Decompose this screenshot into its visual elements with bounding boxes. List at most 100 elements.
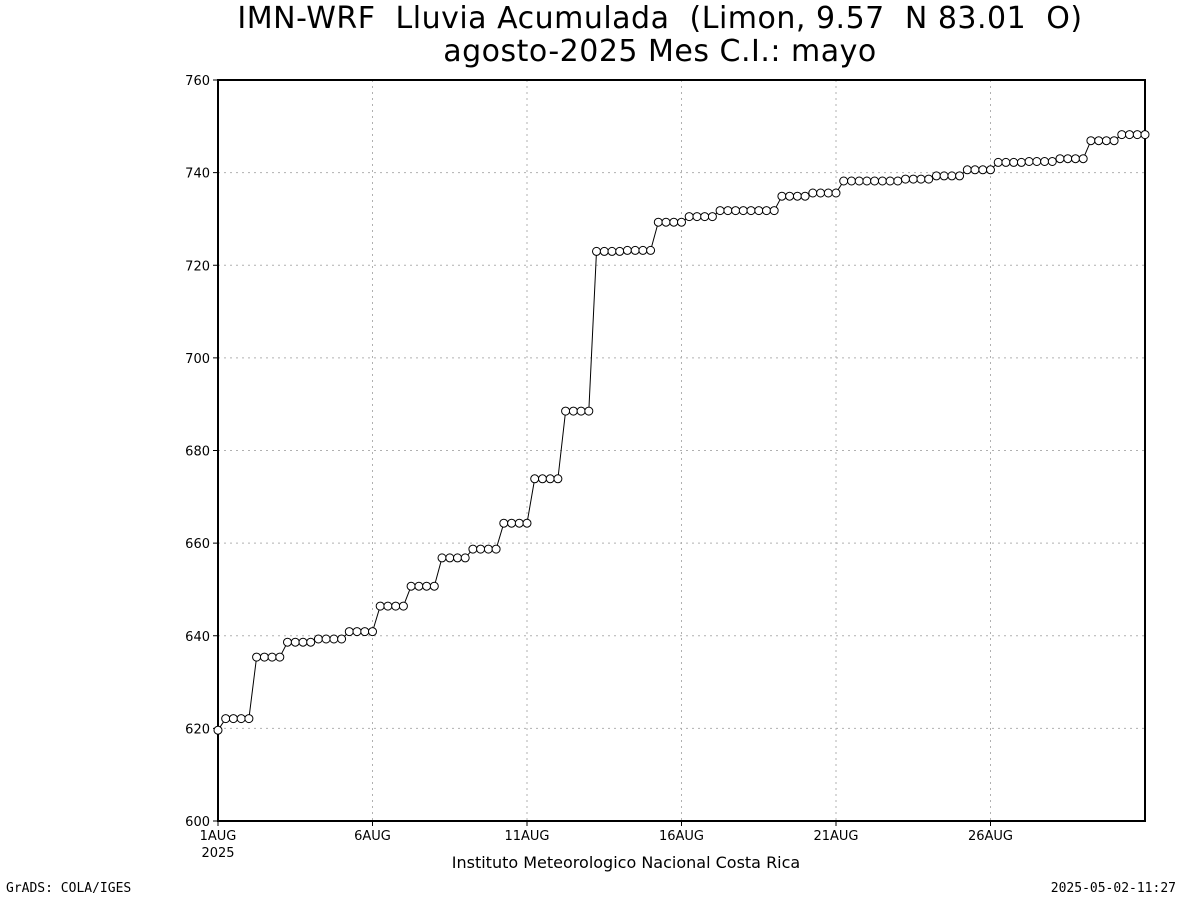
- data-point: [877, 176, 887, 186]
- data-point: [375, 601, 385, 611]
- data-point: [870, 176, 880, 186]
- data-point: [908, 174, 918, 184]
- y-tick-label: 700: [185, 352, 210, 367]
- data-point: [290, 637, 300, 647]
- y-tick-label: 680: [185, 445, 210, 460]
- data-point: [839, 176, 849, 186]
- data-point: [267, 652, 277, 662]
- data-point: [638, 245, 648, 255]
- data-point: [1117, 130, 1127, 140]
- data-point: [646, 245, 656, 255]
- data-point: [901, 174, 910, 184]
- data-point: [924, 174, 934, 184]
- data-point: [684, 212, 694, 222]
- data-point: [808, 188, 818, 198]
- data-point: [1078, 154, 1088, 164]
- data-point: [599, 246, 609, 256]
- data-point: [429, 581, 439, 591]
- data-point: [368, 627, 377, 637]
- data-point: [1109, 136, 1119, 146]
- data-point: [313, 634, 323, 644]
- data-point: [970, 165, 980, 175]
- data-point: [885, 176, 895, 186]
- data-point: [352, 627, 362, 637]
- data-point: [800, 191, 810, 201]
- data-point: [986, 165, 995, 175]
- data-point: [754, 206, 764, 216]
- chart-title: IMN-WRF Lluvia Acumulada (Limon, 9.57 N …: [237, 1, 1083, 36]
- data-point: [816, 188, 826, 198]
- data-point: [306, 637, 316, 647]
- data-point: [414, 581, 424, 591]
- data-point: [653, 217, 663, 227]
- data-point: [298, 637, 308, 647]
- data-point: [854, 176, 864, 186]
- data-point: [499, 518, 509, 528]
- data-point: [1086, 136, 1096, 146]
- data-point: [213, 725, 223, 735]
- axes: 600 620 640 660 680 700 720 740 760 1AUG 2025 6AUG 1…: [185, 74, 1146, 861]
- data-point: [1132, 130, 1142, 140]
- data-point: [792, 191, 802, 201]
- data-point: [661, 217, 671, 227]
- data-point: [1063, 154, 1073, 164]
- x-tick-label: 16AUG: [659, 829, 704, 844]
- data-point: [221, 714, 231, 724]
- data-point: [538, 474, 547, 484]
- data-point: [522, 518, 532, 528]
- data-point: [862, 176, 872, 186]
- data-point: [391, 601, 401, 611]
- data-point: [337, 634, 347, 644]
- data-point: [669, 217, 679, 227]
- y-tick-label: 720: [185, 259, 210, 274]
- data-point: [252, 652, 262, 662]
- data-point: [931, 171, 941, 181]
- data-point: [283, 637, 292, 647]
- data-point: [468, 544, 478, 554]
- data-point: [1140, 130, 1150, 140]
- data-point: [437, 553, 447, 563]
- data-point: [831, 188, 841, 198]
- data-series: [213, 130, 1150, 735]
- data-point: [731, 206, 741, 216]
- y-tick-label: 740: [185, 167, 210, 182]
- data-point: [785, 191, 795, 201]
- data-point: [514, 518, 524, 528]
- data-point: [568, 406, 578, 416]
- y-tick-label: 640: [185, 630, 210, 645]
- data-point: [584, 406, 594, 416]
- data-point: [360, 627, 370, 637]
- data-point: [762, 206, 771, 216]
- grid-lines: [218, 80, 1145, 821]
- data-point: [445, 553, 455, 563]
- data-point: [561, 406, 571, 416]
- y-tick-label: 600: [185, 815, 210, 830]
- data-point: [707, 212, 717, 222]
- chart-subtitle: agosto-2025 Mes C.I.: mayo: [443, 34, 877, 69]
- x-tick-label: 11AUG: [504, 829, 549, 844]
- data-point: [228, 714, 238, 724]
- data-point: [777, 191, 787, 201]
- x-tick-label: 1AUG: [200, 829, 237, 844]
- data-point: [955, 171, 965, 181]
- data-point: [545, 474, 555, 484]
- data-point: [344, 627, 354, 637]
- data-point: [275, 652, 285, 662]
- data-point: [939, 171, 949, 181]
- y-tick-label: 660: [185, 537, 210, 552]
- data-point: [491, 544, 501, 554]
- data-point: [622, 245, 632, 255]
- data-point: [947, 171, 957, 181]
- data-point: [1009, 157, 1019, 167]
- data-point: [615, 246, 625, 256]
- x-tick-sublabel: 2025: [201, 846, 234, 861]
- y-tick-label: 620: [185, 722, 210, 737]
- data-point: [1101, 136, 1111, 146]
- y-tick-label: 760: [185, 74, 210, 89]
- software-credit: GrADS: COLA/IGES: [6, 881, 132, 896]
- x-axis-label: Instituto Meteorologico Nacional Costa R…: [451, 853, 801, 872]
- data-point: [630, 245, 640, 255]
- data-point: [692, 212, 702, 222]
- data-point: [723, 206, 733, 216]
